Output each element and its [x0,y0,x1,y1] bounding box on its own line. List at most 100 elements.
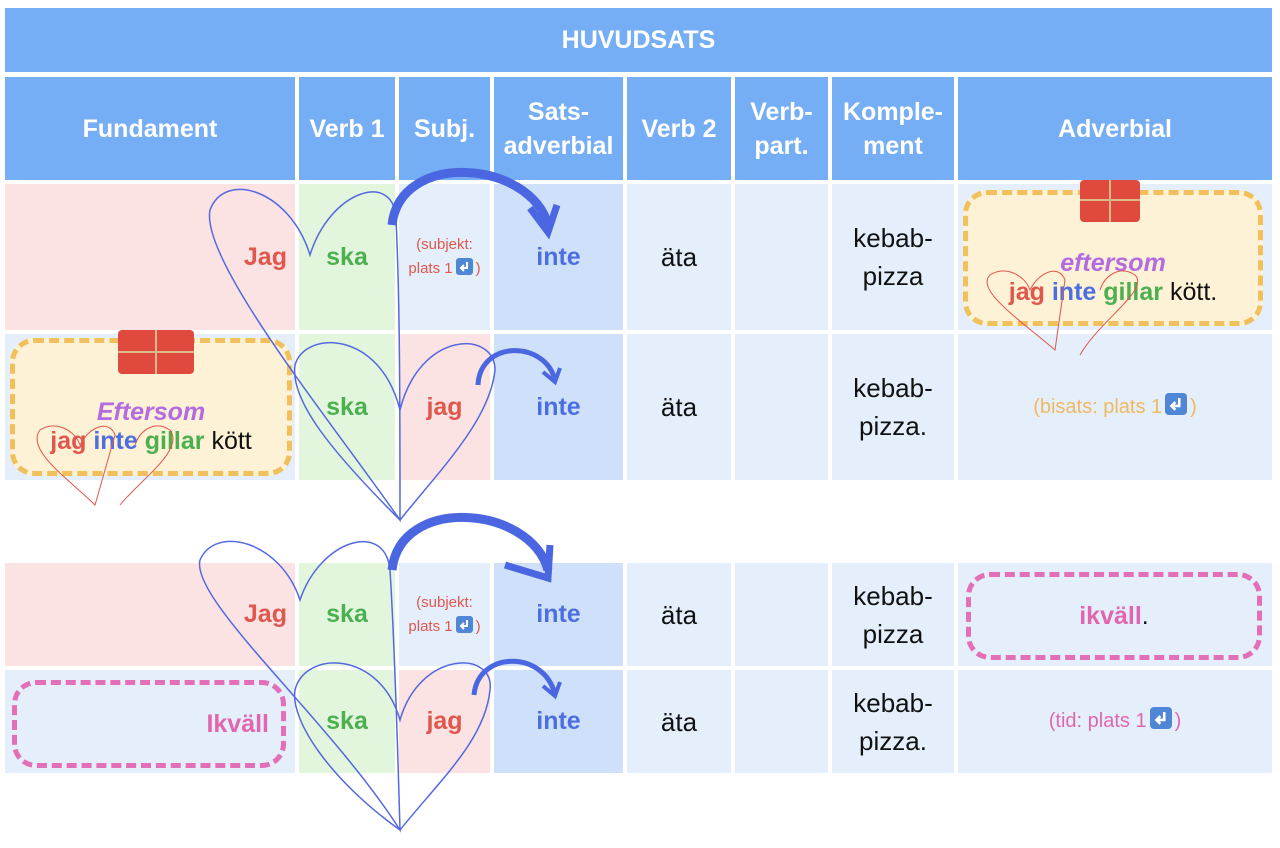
text: (bisats: plats 1 [1033,396,1163,418]
text: adverbial [503,131,614,160]
text: (subjekt: [416,593,473,611]
text: gillar [144,427,205,455]
text: eftersom [1060,249,1166,277]
text: gillar [1103,278,1164,306]
column-header: Fundament [5,77,295,180]
text: Ikväll [206,709,269,738]
cell: (tid: plats 1) [958,670,1272,773]
text: äta [660,706,698,737]
cell: ska [299,563,395,666]
clause-box: eftersom jag inte gillar kött. [963,190,1263,326]
column-header: Verb 1 [299,77,395,180]
text: ) [1174,710,1182,732]
cell: kebab-pizza. [832,670,954,773]
cell: äta [627,563,731,666]
cell: inte [494,670,623,773]
cell [735,334,828,480]
text: ska [326,392,368,421]
text: inte [93,427,138,455]
text: inte [536,392,581,421]
cell: ska [299,334,395,480]
text: ska [326,707,368,735]
text: inte [1051,278,1097,306]
text: pizza [862,261,924,291]
text: Verb- [750,97,813,126]
cell: inte [494,184,623,330]
text: kebab- [853,580,933,611]
cell: äta [627,670,731,773]
icon [1149,707,1172,729]
cell: (subjekt: plats 1) [399,184,490,330]
cell: kebab-pizza [832,563,954,666]
text: inte [536,600,581,628]
text: kebab- [853,687,933,718]
cell: jag [399,334,490,480]
cell: äta [627,184,731,330]
title: HUVUDSATS [5,8,1272,72]
text: äta [660,392,698,422]
column-header: Sats-adverbial [494,77,623,180]
text: Verb 2 [641,114,717,143]
time-box: Ikväll [12,680,286,768]
text: Jag [243,600,287,628]
column-header: Verb-part. [735,77,828,180]
icon [455,615,473,633]
text: Jag [243,242,287,271]
text: ikväll [1079,602,1142,630]
cell: (subjekt: plats 1) [399,563,490,666]
text: jag [426,707,463,735]
cell: ska [299,184,395,330]
text: (subjekt: [416,236,473,253]
cell: kebab-pizza [832,184,954,330]
text: Fundament [82,114,218,143]
cell [735,670,828,773]
cell: ska [299,670,395,773]
text: pizza. [859,725,927,756]
cell: jag [399,670,490,773]
cell: äta [627,334,731,480]
cell: Jag [5,184,295,330]
text: ment [863,131,923,160]
text: . [1141,602,1149,630]
text: kebab- [853,373,933,403]
cell: Jag [5,563,295,666]
column-header: Komple-ment [832,77,954,180]
cell: kebab-pizza. [832,334,954,480]
column-header: Verb 2 [627,77,731,180]
title-text: HUVUDSATS [561,26,716,54]
text: Eftersom [96,398,206,426]
text: pizza. [859,411,927,441]
text: inte [536,707,581,735]
cell [958,563,1272,666]
time-box: ikväll. [966,572,1262,660]
text: Verb 1 [309,114,385,143]
column-header: Subj. [399,77,490,180]
column-header: Adverbial [958,77,1272,180]
text: ) [475,260,481,277]
cell [735,563,828,666]
text: part. [754,131,809,160]
text: plats 1 [408,260,453,277]
text: inte [536,242,581,271]
text: ) [475,617,481,635]
text: Adverbial [1058,114,1172,143]
text: ska [326,600,368,628]
text: äta [660,599,698,630]
text: pizza [862,618,924,649]
clause-box: Eftersom jag inte gillar kött [10,338,292,476]
text: plats 1 [408,617,453,635]
text: kött. [1169,278,1218,306]
text: ) [1190,396,1197,418]
text: jag [1008,278,1045,306]
cell: inte [494,334,623,480]
text: jag [50,427,87,455]
text: ska [326,242,368,271]
text: jag [426,392,463,421]
cell [735,184,828,330]
cell: (bisats: plats 1) [958,334,1272,480]
cell: inte [494,563,623,666]
icon [1165,393,1188,415]
text: Subj. [413,114,476,143]
text: (tid: plats 1 [1048,710,1147,732]
